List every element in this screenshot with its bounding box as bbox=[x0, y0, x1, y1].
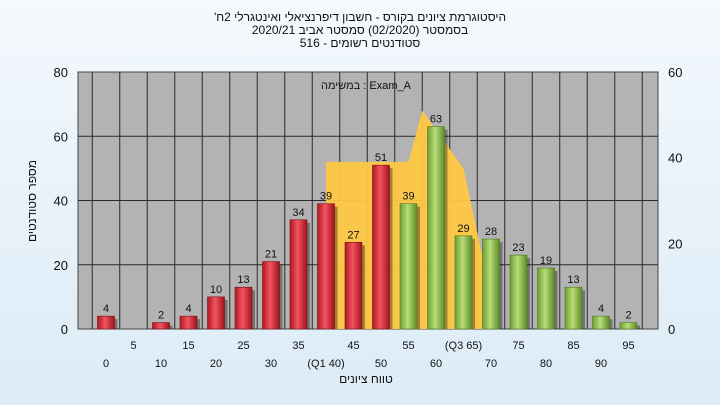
y2-tick-label: 40 bbox=[668, 151, 682, 166]
chart-title: 'היסטוגרמת ציונים בקורס - חשבון דיפרנציא… bbox=[213, 10, 507, 24]
x-tick-label: (Q1 40) bbox=[307, 358, 344, 370]
bar-60 bbox=[427, 126, 445, 330]
bar-35 bbox=[289, 219, 308, 330]
x-tick-label: 20 bbox=[210, 358, 222, 370]
x-tick-label: 10 bbox=[155, 358, 167, 370]
bar-value-label: 39 bbox=[320, 191, 332, 203]
x-tick-label: 30 bbox=[265, 358, 277, 370]
x-tick-label: 0 bbox=[103, 358, 109, 370]
bar-40 bbox=[317, 203, 335, 330]
x-tick-label: 75 bbox=[512, 340, 524, 352]
x-tick-label: 60 bbox=[430, 358, 442, 370]
x-tick-label: 5 bbox=[130, 340, 136, 352]
exam-annotation: במשימה : Exam_A bbox=[321, 80, 412, 92]
bar-80 bbox=[537, 267, 555, 330]
bar-0 bbox=[97, 315, 115, 330]
bar-85 bbox=[564, 286, 583, 330]
y-tick-label: 20 bbox=[54, 258, 68, 273]
x-tick-label: 35 bbox=[292, 340, 304, 352]
bar-25 bbox=[234, 286, 253, 330]
x-tick-label: 85 bbox=[567, 340, 579, 352]
y-tick-label: 60 bbox=[54, 129, 68, 144]
x-tick-label: 25 bbox=[237, 340, 249, 352]
x-tick-label: 95 bbox=[622, 340, 634, 352]
bar-value-label: 21 bbox=[265, 249, 277, 261]
bar-value-label: 34 bbox=[292, 207, 304, 219]
bar-value-label: 4 bbox=[598, 303, 604, 315]
bar-value-label: 10 bbox=[210, 284, 222, 296]
x-tick-label: 70 bbox=[485, 358, 497, 370]
x-tick-label: 55 bbox=[402, 340, 414, 352]
x-tick-label: 15 bbox=[182, 340, 194, 352]
x-axis-title: טווח ציונים bbox=[339, 372, 393, 386]
bar-15 bbox=[179, 315, 198, 330]
y2-tick-label: 0 bbox=[668, 322, 675, 337]
bar-75 bbox=[509, 254, 528, 330]
bar-30 bbox=[262, 261, 280, 330]
bar-50 bbox=[372, 164, 390, 330]
bar-value-label: 4 bbox=[185, 303, 191, 315]
bar-10 bbox=[152, 322, 170, 330]
y2-tick-label: 20 bbox=[668, 236, 682, 251]
y-tick-label: 40 bbox=[54, 194, 68, 209]
bar-20 bbox=[207, 296, 225, 330]
bar-value-label: 13 bbox=[237, 274, 249, 286]
bar-value-label: 29 bbox=[457, 223, 469, 235]
bar-value-label: 27 bbox=[347, 229, 359, 241]
bar-value-label: 51 bbox=[375, 152, 387, 164]
x-tick-label: 90 bbox=[595, 358, 607, 370]
y-tick-label: 0 bbox=[61, 322, 68, 337]
bar-value-label: 19 bbox=[540, 255, 552, 267]
x-tick-label: 45 bbox=[347, 340, 359, 352]
bar-55 bbox=[399, 203, 418, 330]
bar-45 bbox=[344, 241, 363, 330]
bar-value-label: 23 bbox=[512, 242, 524, 254]
bar-value-label: 2 bbox=[158, 310, 164, 322]
bar-95 bbox=[619, 322, 638, 330]
x-tick-label: (Q3 65) bbox=[445, 340, 482, 352]
bar-value-label: 39 bbox=[402, 191, 414, 203]
bar-value-label: 63 bbox=[430, 114, 442, 126]
chart-enrollment-line: 516 - סטודנטים רשומים bbox=[299, 36, 421, 50]
bar-value-label: 28 bbox=[485, 226, 497, 238]
bar-value-label: 13 bbox=[567, 274, 579, 286]
x-tick-label: 80 bbox=[540, 358, 552, 370]
bar-value-label: 2 bbox=[625, 310, 631, 322]
x-tick-label: 50 bbox=[375, 358, 387, 370]
y2-tick-label: 60 bbox=[668, 65, 682, 80]
bar-90 bbox=[592, 315, 610, 330]
bar-70 bbox=[482, 238, 500, 330]
chart-subtitle: בסמסטר (02/2020) סמסטר אביב 2020/21 bbox=[251, 23, 469, 37]
bar-65 bbox=[454, 235, 473, 330]
y-axis-title: מספר סטודנטים bbox=[25, 160, 39, 242]
bar-value-label: 4 bbox=[103, 303, 109, 315]
y-tick-label: 80 bbox=[54, 65, 68, 80]
